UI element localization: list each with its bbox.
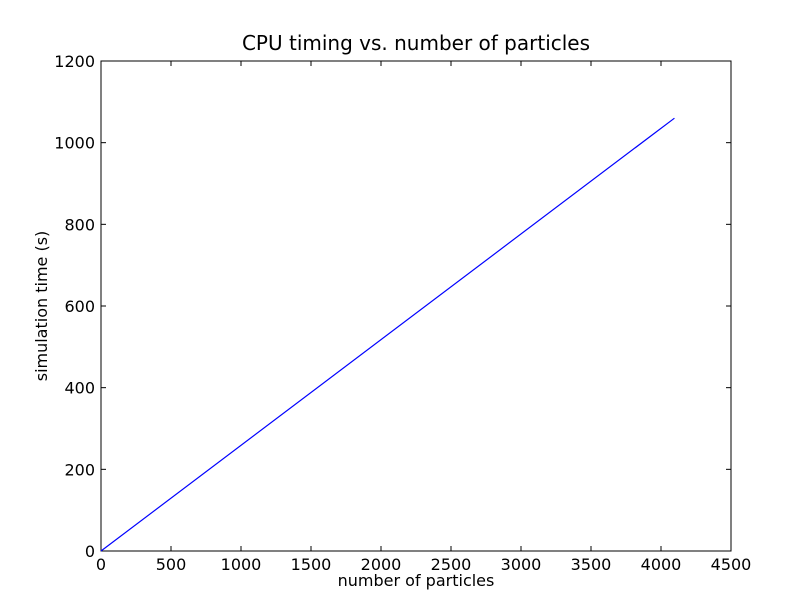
y-tick-label: 1000 [54,134,95,153]
x-tick-label: 4500 [711,555,752,574]
y-axis-label: simulation time (s) [32,231,51,382]
x-tick-label: 1500 [291,555,332,574]
y-tick-label: 800 [64,215,95,234]
x-axis-label: number of particles [338,571,495,590]
y-tick-label: 0 [85,542,95,561]
y-tick-label: 200 [64,460,95,479]
x-tick-label: 4000 [641,555,682,574]
chart-title: CPU timing vs. number of particles [242,31,590,55]
y-tick-label: 600 [64,297,95,316]
x-tick-label: 3000 [501,555,542,574]
x-tick-label: 500 [156,555,187,574]
y-tick-label: 1200 [54,52,95,71]
x-tick-label: 1000 [221,555,262,574]
series-line [100,117,675,552]
x-tick-label: 2500 [431,555,472,574]
plot-area: 0 500 1000 1500 2000 2500 3000 3500 4000 4500 0 200… [54,52,751,574]
y-tick-label: 400 [64,379,95,398]
x-tick-label: 3500 [571,555,612,574]
x-tick-label: 2000 [361,555,402,574]
x-tick-label: 0 [96,555,106,574]
